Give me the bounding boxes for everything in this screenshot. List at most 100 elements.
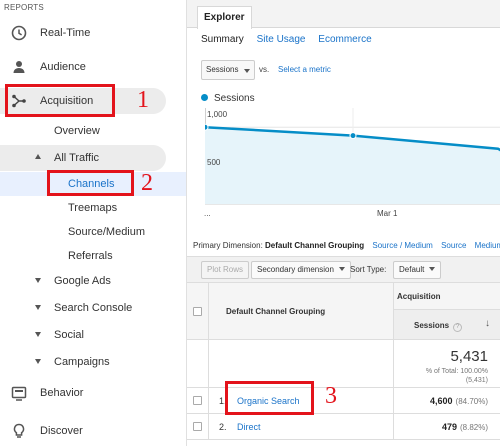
lightbulb-icon — [13, 423, 25, 438]
metric-select-value: Sessions — [206, 65, 239, 74]
row-number: 1. — [219, 396, 227, 406]
x-tick-label: Mar 1 — [377, 209, 398, 218]
table-row-checkbox-cell — [187, 414, 209, 440]
sidebar-item-label: Google Ads — [54, 275, 111, 287]
row-sessions-pct: (84.70%) — [455, 397, 488, 406]
sidebar-item-label: Real-Time — [40, 27, 91, 39]
sidebar-item-campaigns[interactable]: Campaigns — [0, 349, 166, 375]
dimension-option-medium[interactable]: Medium — [474, 241, 500, 250]
row-link-direct[interactable]: Direct — [237, 422, 261, 432]
sidebar-item-label: All Traffic — [54, 152, 100, 164]
primary-dimension-bar: Primary Dimension: Default Channel Group… — [193, 241, 500, 250]
sidebar-item-referrals[interactable]: Referrals — [0, 243, 166, 269]
sidebar-item-source-medium[interactable]: Source/Medium — [0, 219, 166, 245]
sidebar-item-label: Audience — [40, 61, 86, 73]
acquisition-highlight — [0, 88, 166, 114]
row-link-organic-search[interactable]: Organic Search — [237, 396, 300, 406]
sidebar-item-behavior[interactable]: Behavior — [0, 380, 166, 406]
subtab-summary[interactable]: Summary — [201, 34, 244, 45]
dimension-header-cell: Default Channel Grouping — [209, 283, 394, 340]
sidebar-item-label: Discover — [40, 425, 83, 437]
x-tick-label: ... — [204, 209, 211, 218]
data-point — [349, 132, 357, 140]
row-sessions-value: 4,600 (84.70%) — [430, 396, 488, 406]
dimension-option-source-medium[interactable]: Source / Medium — [372, 241, 433, 250]
select-all-checkbox[interactable] — [193, 307, 202, 316]
legend-label: Sessions — [214, 93, 255, 104]
caret-down-icon — [35, 305, 41, 310]
acquisition-header-cell: Acquisition — [394, 283, 500, 310]
annotation-number: 3 — [325, 383, 337, 409]
sessions-line — [205, 125, 500, 152]
all-traffic-highlight — [0, 145, 166, 171]
row-sessions-count: 479 — [441, 422, 457, 432]
sidebar-item-label: Behavior — [40, 387, 84, 399]
sidebar-item-label: Social — [54, 329, 84, 341]
secondary-dimension-select[interactable]: Secondary dimension — [251, 261, 351, 279]
row-sessions-pct: (8.82%) — [459, 423, 488, 432]
row-sessions-count: 4,600 — [430, 396, 453, 406]
row-sessions-value: 479 (8.82%) — [442, 422, 488, 432]
vs-label: vs. — [259, 65, 270, 74]
subtab-ecommerce[interactable]: Ecommerce — [318, 34, 372, 45]
sidebar-item-social[interactable]: Social — [0, 322, 166, 348]
table-row-value-cell: 4,600 (84.70%) — [394, 388, 500, 414]
metric-select[interactable]: Sessions — [201, 60, 255, 80]
sidebar-item-label: Channels — [68, 178, 115, 190]
chevron-down-icon — [429, 267, 436, 271]
sidebar-item-label: Search Console — [54, 302, 133, 314]
clock-icon — [11, 25, 27, 41]
sort-type-value: Default — [399, 265, 425, 274]
sidebar-item-discover[interactable]: Discover — [0, 418, 166, 444]
sidebar-item-realtime[interactable]: Real-Time — [0, 20, 166, 46]
data-point — [205, 123, 209, 131]
sidebar-item-treemaps[interactable]: Treemaps — [0, 195, 166, 221]
caret-down-icon — [35, 359, 41, 364]
sessions-header-label: Sessions — [414, 321, 450, 330]
plot-rows-button[interactable]: Plot Rows — [201, 261, 250, 279]
row-checkbox[interactable] — [193, 422, 202, 431]
chevron-down-icon — [244, 69, 250, 73]
tab-explorer[interactable]: Explorer — [197, 6, 252, 29]
sessions-chart-svg — [205, 108, 500, 205]
acquisition-icon — [12, 94, 26, 108]
sort-type-select[interactable]: Default — [393, 261, 442, 279]
table-row: 1. Organic Search — [209, 388, 394, 414]
sidebar-item-acquisition[interactable]: Acquisition — [0, 88, 166, 114]
sidebar-item-search-console[interactable]: Search Console — [0, 295, 166, 321]
table-toolbar: Plot Rows Secondary dimension Default — [187, 256, 500, 283]
total-sessions: 5,431 — [450, 348, 488, 365]
select-metric-link[interactable]: Select a metric — [278, 65, 331, 74]
chart-legend: Sessions — [201, 93, 255, 104]
channel-table: Default Channel Grouping Acquisition Ses… — [187, 283, 500, 446]
y-tick-label: 500 — [207, 158, 221, 167]
row-number: 2. — [219, 422, 227, 432]
sidebar-item-all-traffic[interactable]: All Traffic — [0, 145, 166, 171]
sidebar-item-overview[interactable]: Overview — [0, 118, 166, 144]
sessions-header-cell[interactable]: Sessions? ↓ — [394, 310, 500, 340]
total-percent: % of Total: 100.00% — [425, 368, 488, 375]
sidebar-item-label: Referrals — [68, 250, 113, 262]
table-row: 2. Direct — [209, 414, 394, 440]
dimension-header[interactable]: Default Channel Grouping — [226, 307, 326, 316]
caret-down-icon — [35, 332, 41, 337]
legend-dot-icon — [201, 94, 208, 101]
row-checkbox[interactable] — [193, 396, 202, 405]
sort-descending-icon[interactable]: ↓ — [485, 318, 490, 329]
subtab-site-usage[interactable]: Site Usage — [256, 34, 306, 45]
caret-down-icon — [35, 278, 41, 283]
annotation-number: 1 — [137, 87, 149, 113]
sidebar-item-label: Campaigns — [54, 356, 110, 368]
sidebar-item-google-ads[interactable]: Google Ads — [0, 268, 166, 294]
dimension-option-source[interactable]: Source — [441, 241, 467, 250]
behavior-icon — [11, 386, 27, 401]
totals-label-cell — [209, 340, 394, 388]
sidebar-item-audience[interactable]: Audience — [0, 54, 166, 80]
primary-dimension-selected: Default Channel Grouping — [265, 241, 365, 250]
help-icon[interactable]: ? — [453, 323, 463, 332]
acquisition-group-header: Acquisition — [397, 292, 441, 301]
person-icon — [13, 61, 25, 73]
caret-up-icon — [35, 154, 41, 159]
sidebar-item-channels[interactable]: Channels — [0, 171, 166, 197]
total-absolute: (5,431) — [465, 377, 488, 384]
